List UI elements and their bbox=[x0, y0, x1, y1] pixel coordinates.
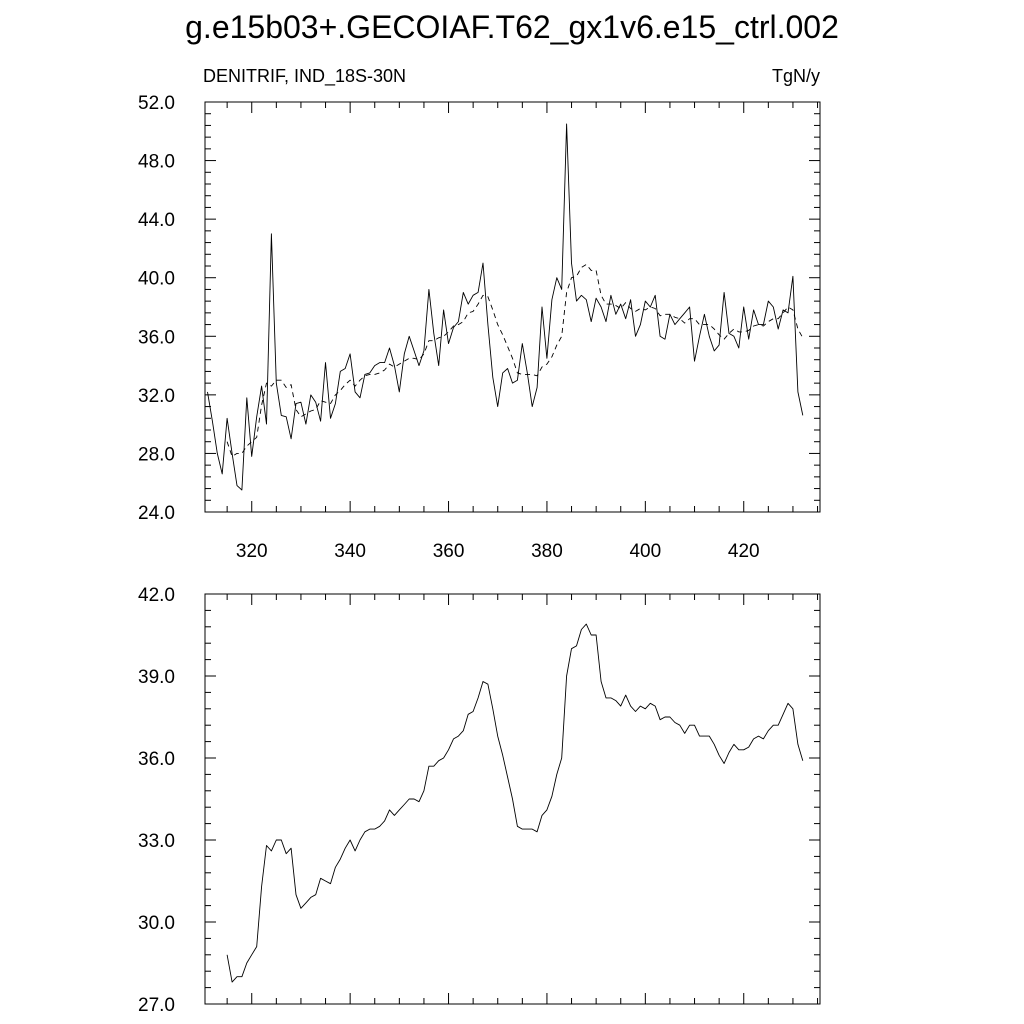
top-y-tick-label: 24.0 bbox=[138, 503, 175, 524]
top-x-tick-label: 320 bbox=[236, 541, 268, 562]
top-y-tick-label: 36.0 bbox=[138, 327, 175, 348]
top-series-line-dashed bbox=[226, 264, 804, 457]
figure-title: g.e15b03+.GECOIAF.T62_gx1v6.e15_ctrl.002 bbox=[185, 9, 839, 45]
bottom-series-line-solid bbox=[226, 623, 804, 983]
top-x-tick-label: 420 bbox=[728, 541, 760, 562]
top-x-tick-label: 340 bbox=[334, 541, 366, 562]
top-x-tick-label: 360 bbox=[433, 541, 465, 562]
top-plot-frame bbox=[204, 101, 821, 513]
bottom-panel: 27.0 30.0 33.0 36.0 39.0 42.0 bbox=[138, 585, 821, 1016]
top-x-tick-label: 400 bbox=[629, 541, 661, 562]
bottom-y-tick-label: 39.0 bbox=[138, 667, 175, 688]
top-y-tick-label: 48.0 bbox=[138, 152, 175, 173]
bottom-plot-frame bbox=[204, 593, 821, 1005]
top-y-tick-label: 32.0 bbox=[138, 386, 175, 407]
top-series-line-solid bbox=[207, 123, 804, 491]
bottom-y-tick-label: 30.0 bbox=[138, 913, 175, 934]
top-x-tick-label: 380 bbox=[531, 541, 563, 562]
bottom-y-tick-label: 27.0 bbox=[138, 995, 175, 1016]
top-y-tick-label: 28.0 bbox=[138, 444, 175, 465]
bottom-y-tick-label: 42.0 bbox=[138, 585, 175, 606]
bottom-y-tick-label: 36.0 bbox=[138, 749, 175, 770]
top-y-tick-label: 44.0 bbox=[138, 210, 175, 231]
bottom-y-tick-label: 33.0 bbox=[138, 831, 175, 852]
top-panel-units-label: TgN/y bbox=[772, 66, 820, 86]
top-panel-left-label: DENITRIF, IND_18S-30N bbox=[203, 66, 406, 87]
top-panel: DENITRIF, IND_18S-30N TgN/y 320 340 360 380… bbox=[138, 66, 821, 562]
top-y-tick-label: 52.0 bbox=[138, 93, 175, 114]
top-y-tick-label: 40.0 bbox=[138, 269, 175, 290]
